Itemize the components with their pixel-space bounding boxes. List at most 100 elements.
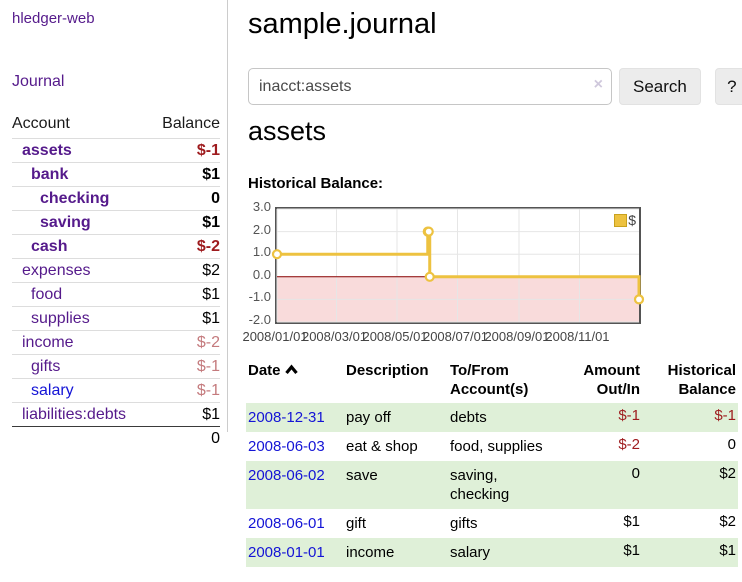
- register-body: 2008-12-31 pay off debts $-1 $-1 2008-06-03 ea…: [246, 403, 738, 567]
- accounts-header-account: Account: [12, 115, 70, 132]
- register-row: 2008-01-01 income salary $1 $1: [246, 538, 738, 567]
- register-amount-cell: $-1: [618, 407, 640, 424]
- account-link[interactable]: checking: [40, 190, 110, 207]
- account-link[interactable]: gifts: [31, 358, 61, 375]
- transaction-date-link[interactable]: 2008-06-02: [248, 467, 325, 484]
- register-balance-cell: $1: [719, 542, 736, 559]
- chart-plot-area: $: [271, 207, 645, 324]
- account-row: saving $1: [12, 210, 220, 234]
- account-link[interactable]: income: [22, 334, 74, 351]
- accounts-header-balance: Balance: [162, 115, 220, 132]
- account-balance: $-1: [196, 142, 220, 159]
- account-balance: $1: [202, 214, 220, 231]
- register-row: 2008-12-31 pay off debts $-1 $-1: [246, 403, 738, 432]
- chart-legend: $: [614, 212, 636, 228]
- account-row: income $-2: [12, 330, 220, 354]
- account-link[interactable]: cash: [31, 238, 68, 255]
- clear-search-icon[interactable]: ×: [593, 76, 603, 93]
- y-axis-tick-label: 3.0: [252, 199, 271, 214]
- register-row: 2008-06-02 save saving, checking 0 $2: [246, 461, 738, 509]
- register-description-cell: eat & shop: [346, 438, 418, 455]
- account-balance: $1: [202, 310, 220, 327]
- account-link[interactable]: assets: [22, 142, 72, 159]
- account-link[interactable]: salary: [31, 382, 74, 399]
- account-balance: $-1: [196, 358, 220, 375]
- chart-title: Historical Balance:: [248, 175, 384, 192]
- register-balance-cell: $2: [719, 513, 736, 530]
- account-balance: 0: [211, 190, 220, 207]
- register-header-row: Date Description To/From Account(s) Amount …: [246, 358, 738, 403]
- account-balance: $1: [202, 166, 220, 183]
- help-button[interactable]: ?: [714, 68, 742, 105]
- account-row: assets $-1: [12, 138, 220, 162]
- register-description-cell: gift: [346, 515, 367, 532]
- register-description-cell: pay off: [346, 409, 391, 426]
- accounts-rows: assets $-1 bank $1 checking 0 saving $1 cash $-2 e…: [12, 138, 220, 426]
- register-accounts-cell: salary: [450, 544, 491, 561]
- account-balance: $1: [202, 286, 220, 303]
- register-amount-cell: $1: [623, 542, 640, 559]
- x-axis-tick-label: 2008/11/01: [545, 329, 610, 344]
- transaction-date-link[interactable]: 2008-06-01: [248, 515, 325, 532]
- transaction-date-link[interactable]: 2008-06-03: [248, 438, 325, 455]
- transaction-date-link[interactable]: 2008-01-01: [248, 544, 325, 561]
- account-row: checking 0: [12, 186, 220, 210]
- register-amount-cell: $-2: [618, 436, 640, 453]
- register-balance-cell: $2: [719, 465, 736, 482]
- x-axis-tick-label: 2008/01/01: [242, 329, 308, 344]
- account-link[interactable]: bank: [31, 166, 69, 183]
- register-column-header: Amount Out/In: [583, 362, 640, 398]
- account-balance: $-1: [196, 382, 220, 399]
- account-link[interactable]: liabilities:debts: [22, 406, 127, 423]
- x-axis-tick-label: 2008/03/01: [301, 329, 368, 344]
- register-accounts-cell: saving, checking: [450, 467, 510, 503]
- main-content: sample.journal × Search ? assets Histori…: [242, 0, 742, 582]
- register-date-cell: 2008-06-02: [246, 461, 344, 509]
- register-date-cell: 2008-06-03: [246, 432, 344, 461]
- accounts-table: Account Balance assets $-1 bank $1 checking 0…: [12, 113, 220, 451]
- register-column-header: Historical Balance: [667, 362, 736, 398]
- account-link[interactable]: food: [31, 286, 63, 303]
- register-date-cell: 2008-01-01: [246, 538, 344, 567]
- historical-balance-chart: 3.0 2.0 1.0 0.0 -1.0 -2.0 $ 2008/01/01 2008/03…: [242, 199, 742, 352]
- transaction-date-link[interactable]: 2008-12-31: [248, 409, 325, 426]
- x-axis-tick-label: 2008/05/01: [362, 329, 428, 344]
- legend-label: $: [628, 212, 636, 228]
- search-input[interactable]: [248, 68, 612, 105]
- register-accounts-cell: food, supplies: [450, 438, 543, 455]
- account-balance: $-2: [196, 238, 220, 255]
- y-axis-tick-label: 2.0: [252, 221, 271, 237]
- sidebar-nav: Journal: [12, 73, 227, 91]
- account-row: gifts $-1: [12, 354, 220, 378]
- sidebar-divider: [227, 0, 228, 432]
- x-axis-tick-label: 2008/09/01: [484, 329, 550, 344]
- register-table: Date Description To/From Account(s) Amount …: [246, 358, 738, 567]
- register-row: 2008-06-01 gift gifts $1 $2: [246, 509, 738, 538]
- account-link[interactable]: supplies: [31, 310, 90, 327]
- y-axis-tick-label: 0.0: [252, 266, 271, 282]
- account-balance: $2: [202, 262, 220, 279]
- nav-journal-link[interactable]: Journal: [12, 73, 65, 90]
- app-brand: hledger-web: [12, 10, 95, 27]
- register-column-header[interactable]: Date: [246, 358, 344, 403]
- account-row: bank $1: [12, 162, 220, 186]
- account-balance: $1: [202, 406, 220, 423]
- y-axis-tick-label: -1.0: [248, 289, 271, 305]
- sidebar: hledger-web Journal Account Balance asse…: [0, 0, 227, 451]
- x-axis-tick-label: 2008/07/01: [422, 329, 489, 344]
- account-link[interactable]: expenses: [22, 262, 91, 279]
- register-date-cell: 2008-06-01: [246, 509, 344, 538]
- register-description-cell: save: [346, 467, 378, 484]
- accounts-total-value: 0: [211, 430, 220, 447]
- account-link[interactable]: saving: [40, 214, 91, 231]
- legend-swatch-icon: [614, 213, 628, 227]
- register-column-header: Description: [346, 362, 429, 379]
- register-column-header: To/From Account(s): [450, 362, 529, 398]
- chart-canvas: [271, 208, 645, 323]
- account-row: cash $-2: [12, 234, 220, 258]
- account-row: salary $-1: [12, 378, 220, 402]
- search-input-wrap: ×: [248, 68, 612, 105]
- search-button[interactable]: Search: [619, 68, 701, 105]
- account-row: liabilities:debts $1: [12, 402, 220, 426]
- register-balance-cell: 0: [727, 436, 736, 453]
